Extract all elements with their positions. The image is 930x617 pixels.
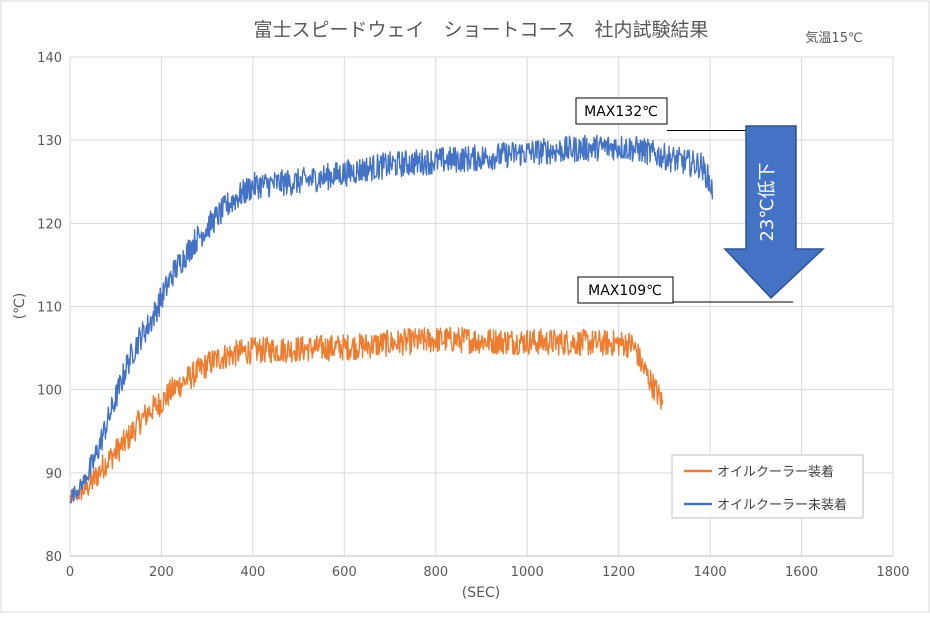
- x-tick-label: 1800: [876, 565, 909, 580]
- x-tick-label: 1400: [694, 565, 727, 580]
- chart-subtitle: 気温15℃: [805, 30, 862, 46]
- y-tick-label: 130: [37, 134, 62, 149]
- y-tick-label: 110: [37, 301, 62, 316]
- y-tick-label: 80: [45, 550, 62, 565]
- x-axis-label: (SEC): [462, 585, 500, 601]
- x-tick-label: 1600: [785, 565, 818, 580]
- y-tick-label: 140: [37, 51, 62, 66]
- x-tick-label: 1200: [602, 565, 635, 580]
- max-annotation-upper: MAX132℃: [575, 97, 791, 132]
- series-line-installed: [69, 326, 664, 503]
- decrease-arrow: 23℃低下: [723, 125, 825, 300]
- max-label-box-lower: [577, 276, 674, 304]
- legend-label-installed: オイルクーラー装着: [717, 464, 834, 480]
- max-label-lower: MAX109℃: [588, 283, 662, 299]
- y-tick-label: 120: [37, 217, 62, 232]
- legend: オイルクーラー装着 オイルクーラー未装着: [671, 454, 864, 519]
- legend-box: [671, 454, 864, 519]
- y-axis-ticks: 80 90 100 110 120 130 140: [37, 51, 62, 565]
- y-tick-label: 90: [45, 467, 62, 482]
- x-tick-label: 0: [66, 565, 74, 580]
- y-axis-label: (℃): [12, 293, 28, 320]
- x-tick-label: 200: [149, 565, 174, 580]
- y-tick-label: 100: [37, 384, 62, 399]
- decrease-label: 23℃低下: [757, 162, 778, 241]
- down-arrow-icon: [723, 125, 825, 300]
- max-label-box-upper: [575, 97, 668, 125]
- series-line-not-installed: [69, 134, 714, 504]
- legend-label-not-installed: オイルクーラー未装着: [717, 497, 847, 513]
- x-tick-label: 600: [332, 565, 357, 580]
- max-annotation-lower: MAX109℃: [577, 276, 794, 304]
- x-tick-label: 800: [423, 565, 448, 580]
- x-tick-label: 1000: [511, 565, 544, 580]
- series-group: [69, 134, 714, 504]
- x-axis-ticks: 0 200 400 600 800 1000 1200 1400 1600 1800: [66, 565, 910, 580]
- max-label-upper: MAX132℃: [584, 104, 658, 120]
- chart-title: 富士スピードウェイ ショートコース 社内試験結果: [253, 19, 708, 41]
- x-tick-label: 400: [240, 565, 265, 580]
